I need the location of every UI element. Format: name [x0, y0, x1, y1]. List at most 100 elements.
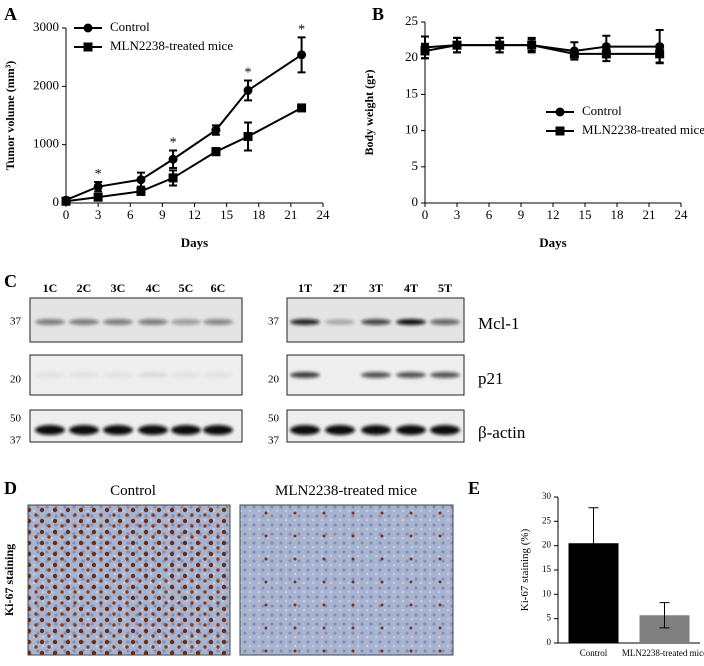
marker-label: 50	[268, 413, 280, 425]
blot-band	[203, 319, 233, 325]
y-tick-label: 1000	[33, 136, 59, 151]
blot-band	[171, 319, 201, 325]
blot-band	[203, 372, 233, 378]
blot-band	[290, 425, 320, 435]
panel-label: A	[4, 4, 17, 24]
blot-band	[396, 372, 426, 378]
y-tick-label: 5	[547, 613, 552, 623]
y-tick-label: 0	[412, 194, 419, 209]
point	[136, 186, 146, 196]
blot-band	[138, 319, 168, 325]
legend-marker	[555, 107, 565, 117]
blot-band	[430, 372, 460, 378]
y-tick-label: 20	[405, 49, 418, 64]
y-axis-label: Body weight (gr)	[362, 70, 376, 156]
lane-label: 2T	[333, 281, 347, 295]
blot-band	[325, 425, 355, 435]
lane-label: 6C	[211, 281, 226, 295]
marker-label: 50	[10, 413, 22, 425]
x-tick-label: 0	[63, 207, 70, 222]
x-tick-label: 9	[518, 207, 525, 222]
y-tick-label: 0	[547, 637, 552, 647]
panel-label: E	[468, 478, 480, 498]
annotation: *	[245, 66, 252, 81]
marker-label: 37	[10, 435, 22, 447]
x-tick-label: 15	[220, 207, 233, 222]
blot-band	[290, 372, 320, 378]
y-tick-label: 25	[405, 13, 418, 28]
legend-label: MLN2238-treated mice	[110, 38, 233, 53]
y-tick-label: 2000	[33, 77, 59, 92]
blot-panel	[286, 409, 465, 443]
x-tick-label: Control	[580, 648, 608, 658]
point	[93, 182, 103, 192]
blot-band	[103, 372, 133, 378]
legend-marker	[83, 42, 93, 52]
x-tick-label: 21	[284, 207, 297, 222]
protein-label: p21	[478, 369, 504, 388]
blot-band	[396, 425, 426, 435]
blot-band	[290, 319, 320, 325]
lane-label: 4T	[404, 281, 418, 295]
blot-band	[361, 372, 391, 378]
x-tick-label: 18	[611, 207, 624, 222]
lane-label: 5T	[438, 281, 452, 295]
blot-band	[35, 372, 65, 378]
point	[601, 49, 611, 59]
x-tick-label: 15	[579, 207, 592, 222]
y-tick-label: 30	[542, 491, 552, 501]
x-tick-label: MLN2238-treated mice	[622, 648, 704, 658]
point	[243, 85, 253, 95]
y-axis-label: Tumor volume (mm³)	[3, 61, 17, 171]
blot-band	[103, 425, 133, 435]
ihc-images: Control MLN2238-treated mice Ki-67 stain…	[2, 483, 454, 656]
point	[527, 40, 537, 50]
y-tick-label: 3000	[33, 19, 59, 34]
x-tick-label: 3	[454, 207, 461, 222]
point	[93, 192, 103, 202]
blot-band	[69, 319, 99, 325]
blot-band	[138, 425, 168, 435]
ihc-treated-stain	[240, 505, 453, 655]
x-tick-label: 18	[252, 207, 265, 222]
chart: 0 5 10 15 20 25 Body weight (gr) 0 3 6 9 12 15 18 21 24…	[362, 13, 704, 250]
point	[420, 46, 430, 56]
x-tick-label: 9	[159, 207, 166, 222]
blot-band	[171, 372, 201, 378]
point	[211, 147, 221, 157]
y-tick-label: 15	[405, 85, 418, 100]
point	[168, 154, 178, 164]
blot-band	[430, 425, 460, 435]
ihc-title: Control	[110, 483, 156, 499]
x-tick-label: 24	[675, 207, 689, 222]
x-tick-label: 6	[486, 207, 493, 222]
chart: 0 1000 2000 3000 Tumor volume (mm³) 0 3 6 9 12 15 1…	[3, 19, 330, 250]
x-axis-label: Days	[539, 235, 566, 250]
blot-band	[103, 319, 133, 325]
lane-label: 1C	[43, 281, 58, 295]
point	[211, 125, 221, 135]
y-tick-label: 25	[542, 515, 552, 525]
blot-band	[35, 319, 65, 325]
blot-band	[325, 319, 355, 325]
marker-label: 20	[10, 374, 22, 386]
point	[569, 49, 579, 59]
x-tick-label: 24	[317, 207, 331, 222]
y-tick-label: 10	[405, 122, 418, 137]
y-tick-label: 20	[542, 540, 552, 550]
y-tick-label: 15	[542, 564, 552, 574]
marker-label: 20	[268, 374, 280, 386]
point	[61, 196, 71, 206]
blot-band	[203, 425, 233, 435]
annotation: *	[170, 136, 177, 151]
point	[452, 40, 462, 50]
x-tick-label: 6	[127, 207, 134, 222]
ihc-row-label: Ki-67 staining	[2, 544, 16, 616]
blot-band	[361, 425, 391, 435]
point	[243, 132, 253, 141]
point	[168, 173, 178, 183]
blot-panel	[29, 297, 243, 343]
x-tick-label: 12	[547, 207, 560, 222]
legend-marker	[83, 23, 93, 33]
